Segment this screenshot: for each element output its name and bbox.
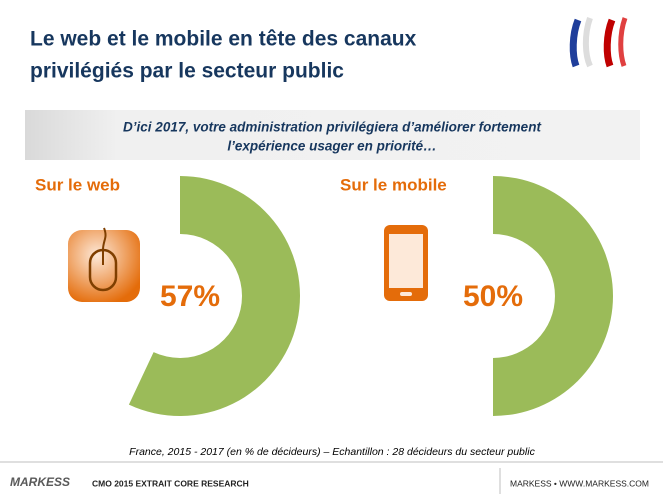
chart-title: Sur le web [35,175,120,194]
value-label: 50% [463,280,523,313]
donut-segment [128,176,300,416]
value-label: 57% [160,280,220,313]
subtitle-line: D’ici 2017, votre administration privilé… [123,120,541,135]
mouse-icon [68,227,140,302]
donut-segment [493,176,613,416]
subtitle-line: l’expérience usager en priorité… [227,139,436,154]
subtitle-box [25,110,640,160]
footer-left: CMO 2015 EXTRAIT CORE RESEARCH [92,478,249,488]
title-line: Le web et le mobile en tête des canaux [30,28,417,51]
logo: MARKESS [10,475,70,489]
title-line: privilégiés par le secteur public [30,60,344,83]
phone-icon [384,225,428,301]
footnote: France, 2015 - 2017 (en % de décideurs) … [129,446,535,458]
chart-title: Sur le mobile [340,175,447,194]
flag [569,17,628,68]
footer-right: MARKESS • WWW.MARKESS.COM [510,478,649,488]
